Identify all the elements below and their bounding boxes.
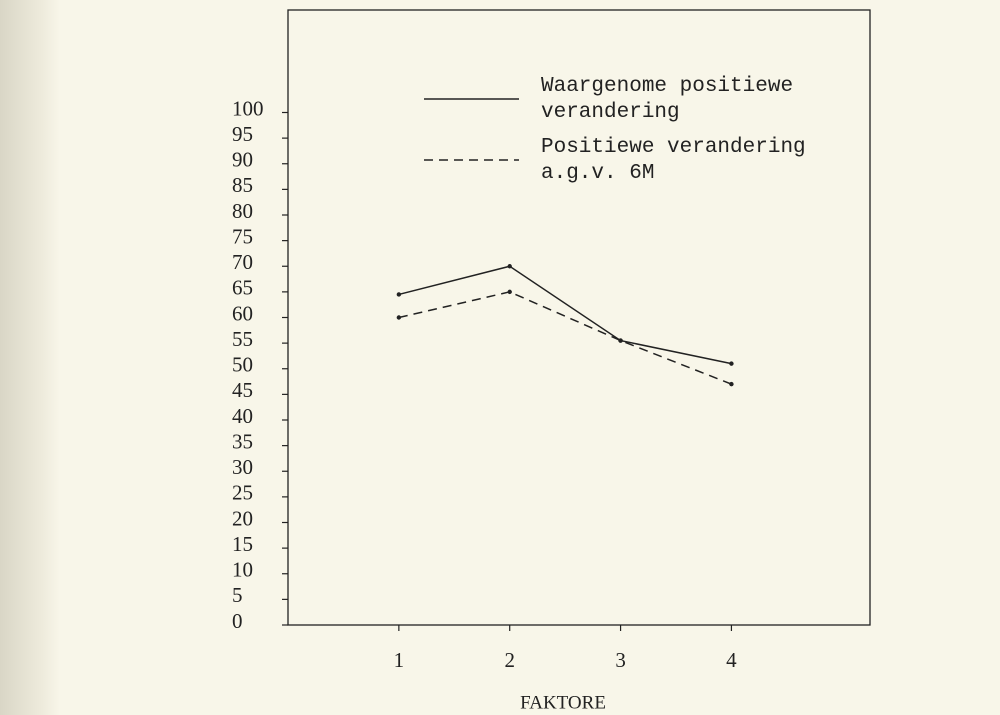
y-tick-label: 60: [232, 301, 253, 325]
data-point: [396, 292, 402, 297]
data-point: [507, 264, 512, 269]
y-tick-label: 20: [232, 506, 253, 530]
series-line: [398, 291, 732, 385]
y-tick-label: 25: [232, 481, 253, 505]
y-tick-label: 55: [232, 327, 253, 351]
y-tick-label: 85: [232, 173, 253, 197]
y-tick-label: 90: [232, 148, 253, 172]
x-tick-label: 1: [394, 648, 405, 672]
y-tick-label: 30: [232, 455, 253, 479]
data-point: [618, 338, 623, 343]
y-tick-label: 10: [232, 558, 253, 582]
y-tick-label: 15: [232, 532, 253, 556]
x-tick-label: 4: [726, 648, 737, 672]
series-line: [398, 265, 732, 365]
y-tick-label: 80: [232, 199, 253, 223]
x-axis-title: FAKTORE: [520, 692, 606, 713]
y-tick-label: 40: [232, 404, 253, 428]
y-tick-label: 35: [232, 429, 253, 453]
y-tick-label: 65: [232, 276, 253, 300]
y-tick-label: 100: [232, 96, 264, 120]
data-point: [729, 361, 734, 366]
y-tick-label: 50: [232, 353, 253, 377]
data-point: [729, 381, 734, 387]
legend-label: Positiewe verandering a.g.v. 6M: [541, 136, 806, 185]
data-point: [396, 315, 402, 320]
x-tick-label: 2: [504, 648, 515, 672]
data-point: [507, 289, 512, 295]
y-tick-label: 70: [232, 250, 253, 274]
scan-edge: [0, 0, 60, 715]
legend-label: Waargenome positiewe verandering: [541, 75, 794, 124]
y-tick-label: 0: [232, 609, 243, 633]
y-tick-label: 95: [232, 122, 253, 146]
y-tick-label: 75: [232, 224, 253, 248]
y-tick-label: 45: [232, 378, 253, 402]
x-tick-label: 3: [615, 648, 626, 672]
y-tick-label: 5: [232, 583, 243, 607]
